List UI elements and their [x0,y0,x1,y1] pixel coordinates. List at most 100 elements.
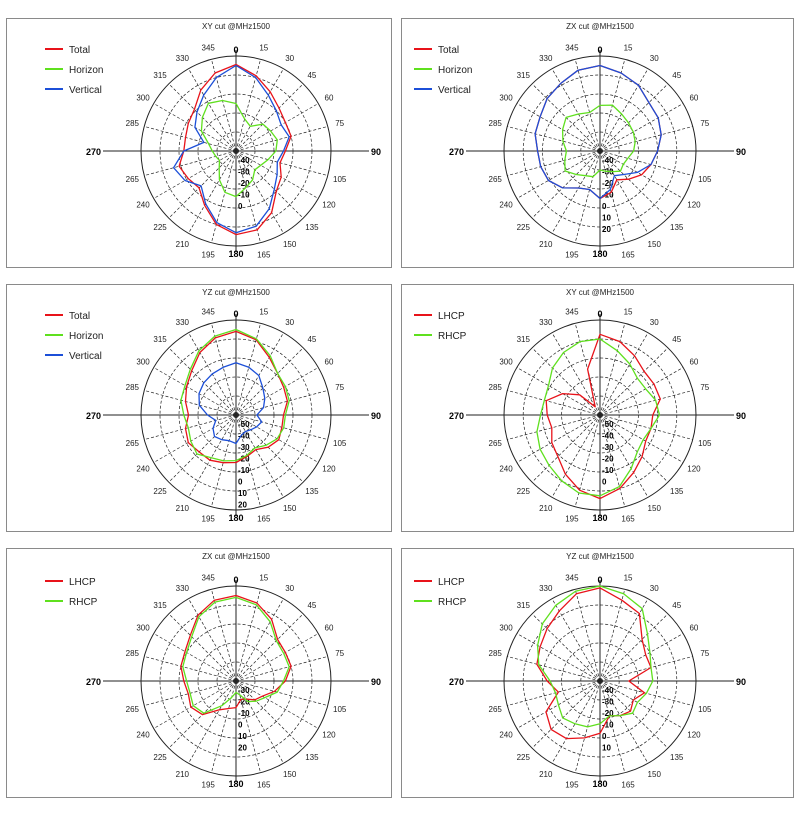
chart6-grid-spoke [574,589,601,682]
chart6-angle-label: 180 [592,779,607,789]
chart4-angle-label: 30 [650,318,659,327]
chart6-grid-spoke [531,680,601,749]
chart5-grid-spoke [235,589,261,682]
chart3-angle-label: 105 [333,439,347,448]
chart4-angle-label: 15 [624,307,633,316]
chart4-radial-label: -30 [602,443,614,452]
chart5-radial-label: 10 [238,732,247,741]
chart3-grid-spoke [153,367,237,416]
chart5-grid-spoke [153,633,237,682]
chart3-angle-label: 315 [153,335,167,344]
chart1-angle-label: 30 [285,54,294,63]
chart5-angle-label: 210 [176,770,190,779]
chart6-angle-label: 330 [539,584,553,593]
chart3-grid-spoke [168,414,237,483]
chart1-radial-label: -30 [238,168,250,177]
chart5-grid-spoke [235,680,261,773]
chart2-angle-label: 150 [648,240,662,249]
chart4-angle-label: 45 [672,335,681,344]
chart5-series-rhcp-line [182,596,290,714]
chart1-grid-spoke [235,150,328,176]
chart6-angle-label: 270 [449,677,464,687]
chart4-angle-label: 330 [539,318,553,327]
chart-panel-1: XY cut @MHz1500 0 15 30 45 60 75 90 105 120 135 150… [6,18,392,268]
chart6-radial-label: -10 [602,721,614,730]
chart4-angle-label: 315 [517,335,531,344]
chart1-legend-label: Horizon [69,65,103,76]
chart2-radial-label: -10 [602,191,614,200]
chart1-angle-label: 165 [257,251,271,260]
chart2-grid-spoke [551,68,601,152]
chart2-grid-spoke [599,126,693,152]
chart2-grid-spoke [516,150,601,199]
chart5-angle-label: 285 [126,649,140,658]
chart6-title: YZ cut @MHz1500 [566,552,634,561]
chart1-angle-label: 0 [233,45,238,55]
chart4-angle-label: 270 [449,411,464,421]
chart6-grid-spoke [599,589,626,682]
chart6-grid-spoke [599,598,649,682]
chart1-angle-label: 240 [136,201,150,210]
chart3-angle-label: 240 [136,465,150,474]
chart5-angle-label: 265 [126,705,140,714]
chart3-angle-label: 225 [153,487,167,496]
chart1-angle-label: 90 [371,147,381,157]
chart4-radial-label: -10 [602,466,614,475]
chart3-angle-label: 210 [176,504,190,513]
chart6-angle-label: 105 [698,705,712,714]
chart1-grid-spoke [144,126,237,152]
chart1-grid-spoke [235,68,284,152]
chart4-grid-spoke [507,414,601,440]
chart4-angle-label: 120 [687,465,701,474]
chart6-angle-label: 285 [489,649,503,658]
chart4-angle-label: 265 [489,439,503,448]
chart5-angle-label: 300 [136,623,150,632]
chart3-angle-label: 270 [86,411,101,421]
chart6-angle-label: 60 [689,623,698,632]
chart3-grid-spoke [168,347,237,416]
chart4-radial-label: 0 [602,478,607,487]
chart3-angle-label: 180 [228,513,243,523]
chart5-angle-label: 345 [202,573,216,582]
chart3-angle-label: 265 [126,439,140,448]
chart2-angle-label: 165 [621,251,635,260]
chart6-grid-spoke [599,680,626,773]
chart5-angle-label: 150 [283,770,297,779]
chart2-grid-spoke [599,68,649,152]
chart3-grid-spoke [235,414,284,498]
chart3-angle-label: 0 [233,309,238,319]
chart5-angle-label: 0 [233,575,238,585]
chart5-angle-label: 225 [153,753,167,762]
chart2-angle-label: 120 [687,201,701,210]
chart1-angle-label: 75 [335,119,344,128]
chart6-grid-spoke [507,656,601,682]
chart3-angle-label: 45 [307,335,316,344]
chart4-angle-label: 60 [689,357,698,366]
chart3-angle-label: 345 [202,307,216,316]
chart3-angle-label: 285 [126,383,140,392]
chart5-grid-spoke [144,656,237,682]
chart5-angle-label: 195 [202,781,216,790]
chart3-legend-label: Total [69,311,90,322]
chart5-grid-spoke [235,613,304,682]
chart4-series-lhcp-line [545,333,661,500]
chart3-grid-spoke [235,347,304,416]
chart5-angle-label: 240 [136,731,150,740]
chart3-radial-label: 0 [238,478,243,487]
chart6-radial-label: -20 [602,709,614,718]
chart6-angle-label: 75 [700,649,709,658]
chart5-angle-label: 105 [333,705,347,714]
chart6-angle-label: 240 [499,731,513,740]
chart2-grid-spoke [507,126,601,152]
chart1-grid-spoke [168,150,237,219]
chart4-angle-label: 0 [597,309,602,319]
chart2-angle-label: 90 [736,147,746,157]
chart6-angle-label: 165 [621,781,635,790]
chart5-angle-label: 75 [335,649,344,658]
chart2-radial-label: -20 [602,179,614,188]
chart5-radial-label: -20 [238,698,250,707]
chart5-grid-spoke [235,598,284,682]
chart3-grid-spoke [144,390,237,416]
chart2-grid-spoke [599,103,684,152]
chart2-angle-label: 105 [698,175,712,184]
